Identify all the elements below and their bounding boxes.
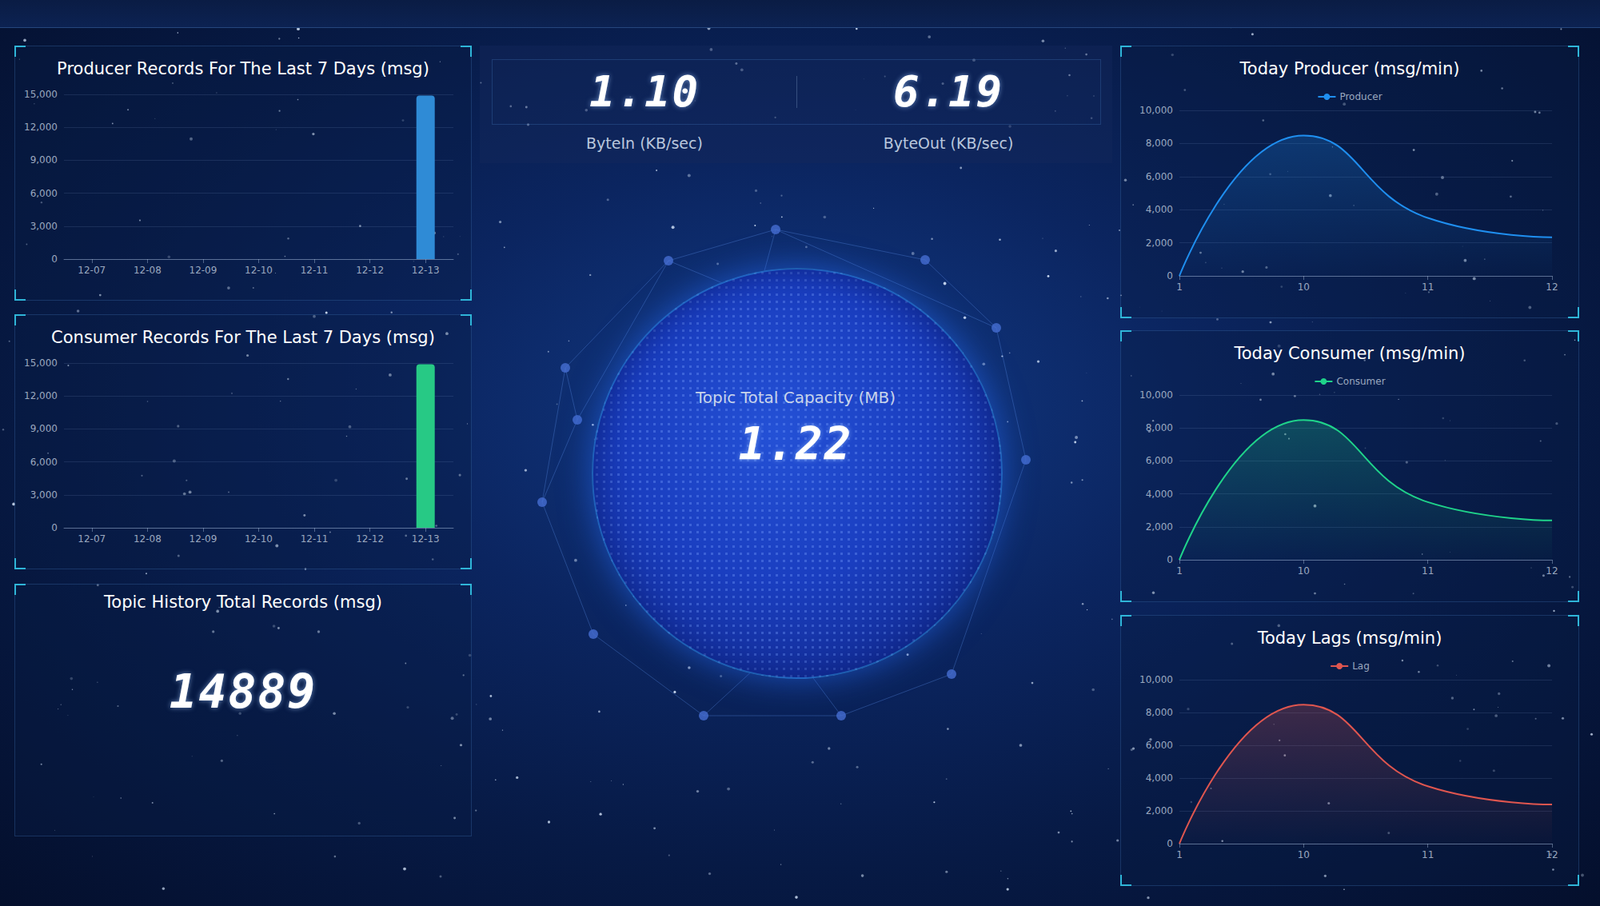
svg-text:10: 10 bbox=[1297, 281, 1310, 293]
svg-text:12-11: 12-11 bbox=[300, 533, 329, 545]
svg-text:12-10: 12-10 bbox=[244, 533, 273, 545]
svg-text:Consumer: Consumer bbox=[1336, 375, 1385, 388]
svg-text:8,000: 8,000 bbox=[1145, 137, 1174, 149]
svg-text:Producer Records For The Last: Producer Records For The Last 7 Days (ms… bbox=[56, 59, 430, 79]
svg-text:2,000: 2,000 bbox=[1145, 521, 1174, 533]
svg-text:12,000: 12,000 bbox=[23, 121, 58, 133]
html-text:1.10: 1.10 bbox=[589, 66, 700, 117]
svg-text:12-11: 12-11 bbox=[300, 264, 329, 276]
html-text:14889: 14889 bbox=[169, 664, 317, 719]
svg-text:12-08: 12-08 bbox=[133, 533, 162, 545]
svg-text:12-09: 12-09 bbox=[188, 533, 217, 545]
svg-text:15,000: 15,000 bbox=[23, 88, 58, 100]
svg-text:Today Lags (msg/min): Today Lags (msg/min) bbox=[1256, 628, 1443, 648]
svg-text:0: 0 bbox=[1166, 837, 1174, 850]
html-text:1.22: 1.22 bbox=[738, 418, 853, 471]
svg-text:1: 1 bbox=[1176, 565, 1183, 577]
html-text:Topic Total Capacity (MB): Topic Total Capacity (MB) bbox=[695, 387, 896, 407]
svg-text:Today Producer (msg/min): Today Producer (msg/min) bbox=[1239, 59, 1461, 79]
svg-text:15,000: 15,000 bbox=[23, 357, 58, 369]
svg-text:12-10: 12-10 bbox=[244, 264, 273, 276]
svg-text:10: 10 bbox=[1297, 565, 1310, 577]
html-text:ByteIn (KB/sec): ByteIn (KB/sec) bbox=[586, 134, 703, 152]
svg-text:9,000: 9,000 bbox=[30, 422, 58, 435]
svg-text:12-13: 12-13 bbox=[411, 264, 440, 276]
svg-text:6,000: 6,000 bbox=[30, 187, 58, 200]
svg-text:6,000: 6,000 bbox=[1145, 171, 1174, 183]
svg-text:Consumer Records For The Last: Consumer Records For The Last 7 Days (ms… bbox=[51, 327, 435, 348]
svg-text:4,000: 4,000 bbox=[1145, 772, 1174, 784]
svg-text:11: 11 bbox=[1421, 281, 1434, 293]
html-text:ByteOut (KB/sec): ByteOut (KB/sec) bbox=[883, 134, 1014, 152]
svg-text:12,000: 12,000 bbox=[23, 390, 58, 402]
svg-text:8,000: 8,000 bbox=[1145, 706, 1174, 719]
svg-text:12-12: 12-12 bbox=[355, 264, 384, 276]
svg-text:Today Consumer (msg/min): Today Consumer (msg/min) bbox=[1233, 343, 1466, 364]
svg-text:6,000: 6,000 bbox=[1145, 454, 1174, 467]
svg-text:Lag: Lag bbox=[1352, 660, 1370, 672]
svg-text:12-07: 12-07 bbox=[77, 264, 106, 276]
svg-text:Producer: Producer bbox=[1339, 91, 1382, 103]
svg-text:11: 11 bbox=[1421, 849, 1434, 861]
svg-text:0: 0 bbox=[51, 253, 58, 265]
svg-text:2,000: 2,000 bbox=[1145, 805, 1174, 817]
svg-text:12: 12 bbox=[1545, 565, 1558, 577]
html-text:Topic History Total Records (m: Topic History Total Records (msg) bbox=[103, 592, 383, 612]
svg-text:12-08: 12-08 bbox=[133, 264, 162, 276]
svg-text:1: 1 bbox=[1176, 281, 1183, 293]
svg-text:12: 12 bbox=[1545, 281, 1558, 293]
svg-text:12: 12 bbox=[1545, 849, 1558, 861]
svg-text:0: 0 bbox=[1166, 270, 1174, 282]
svg-text:10: 10 bbox=[1297, 849, 1310, 861]
svg-text:3,000: 3,000 bbox=[30, 489, 58, 501]
svg-text:4,000: 4,000 bbox=[1145, 203, 1174, 216]
svg-text:12-12: 12-12 bbox=[355, 533, 384, 545]
svg-text:12-09: 12-09 bbox=[188, 264, 217, 276]
svg-text:8,000: 8,000 bbox=[1145, 422, 1174, 434]
svg-text:10,000: 10,000 bbox=[1139, 674, 1174, 686]
svg-text:9,000: 9,000 bbox=[30, 154, 58, 166]
svg-text:11: 11 bbox=[1421, 565, 1434, 577]
svg-text:10,000: 10,000 bbox=[1139, 389, 1174, 401]
svg-text:2,000: 2,000 bbox=[1145, 237, 1174, 249]
svg-text:12-13: 12-13 bbox=[411, 533, 440, 545]
svg-text:12-07: 12-07 bbox=[77, 533, 106, 545]
svg-text:6,000: 6,000 bbox=[30, 456, 58, 468]
svg-text:6,000: 6,000 bbox=[1145, 739, 1174, 751]
svg-text:0: 0 bbox=[51, 522, 58, 534]
svg-text:1: 1 bbox=[1176, 849, 1183, 861]
svg-text:0: 0 bbox=[1166, 554, 1174, 566]
svg-text:4,000: 4,000 bbox=[1145, 488, 1174, 500]
svg-text:10,000: 10,000 bbox=[1139, 104, 1174, 116]
svg-text:3,000: 3,000 bbox=[30, 220, 58, 232]
html-text:6.19: 6.19 bbox=[893, 66, 1004, 117]
